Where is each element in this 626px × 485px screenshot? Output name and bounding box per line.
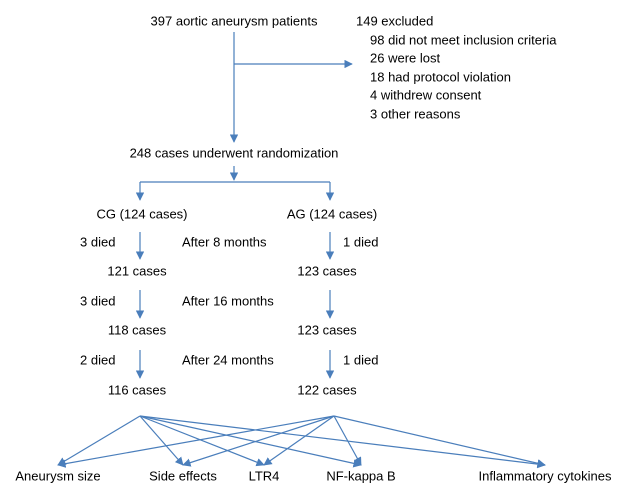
- deaths: 2 died: [80, 352, 115, 367]
- excluded-reason: 98 did not meet inclusion criteria: [370, 32, 557, 47]
- interval: After 24 months: [182, 352, 274, 367]
- arrow: [57, 415, 335, 468]
- remaining: 123 cases: [297, 322, 357, 337]
- remaining: 116 cases: [108, 382, 167, 397]
- arrow: [139, 415, 265, 467]
- enrolled: 397 aortic aneurysm patients: [151, 13, 318, 28]
- deaths: 1 died: [343, 352, 378, 367]
- outcome: Inflammatory cytokines: [479, 468, 612, 483]
- arrow: [139, 415, 184, 466]
- remaining: 123 cases: [297, 263, 357, 278]
- interval: After 16 months: [182, 293, 274, 308]
- outcome-arrows: [57, 415, 546, 469]
- deaths: 3 died: [80, 293, 115, 308]
- excluded-reason: 18 had protocol violation: [370, 69, 511, 84]
- outcome: Side effects: [149, 468, 217, 483]
- outcome: LTR4: [249, 468, 280, 483]
- excluded-title: 149 excluded: [356, 13, 433, 28]
- arrow: [57, 415, 141, 466]
- interval: After 8 months: [182, 234, 267, 249]
- arrow: [333, 415, 362, 466]
- remaining: 118 cases: [108, 322, 167, 337]
- remaining: 121 cases: [107, 263, 167, 278]
- arrow: [182, 415, 335, 467]
- excluded-reason: 4 withdrew consent: [370, 87, 482, 102]
- excluded-reason: 26 were lost: [370, 50, 440, 65]
- arrow: [139, 415, 362, 468]
- deaths: 3 died: [80, 234, 115, 249]
- arrow: [333, 415, 546, 468]
- outcome: NF-kappa B: [326, 468, 395, 483]
- connectors: [135, 32, 353, 379]
- outcome: Aneurysm size: [15, 468, 100, 483]
- group-name: CG (124 cases): [96, 206, 187, 221]
- deaths: 1 died: [343, 234, 378, 249]
- group-name: AG (124 cases): [287, 206, 377, 221]
- excluded-reason: 3 other reasons: [370, 106, 461, 121]
- arrow: [139, 415, 546, 469]
- remaining: 122 cases: [297, 382, 357, 397]
- randomized: 248 cases underwent randomization: [130, 145, 339, 160]
- arrow: [263, 415, 335, 466]
